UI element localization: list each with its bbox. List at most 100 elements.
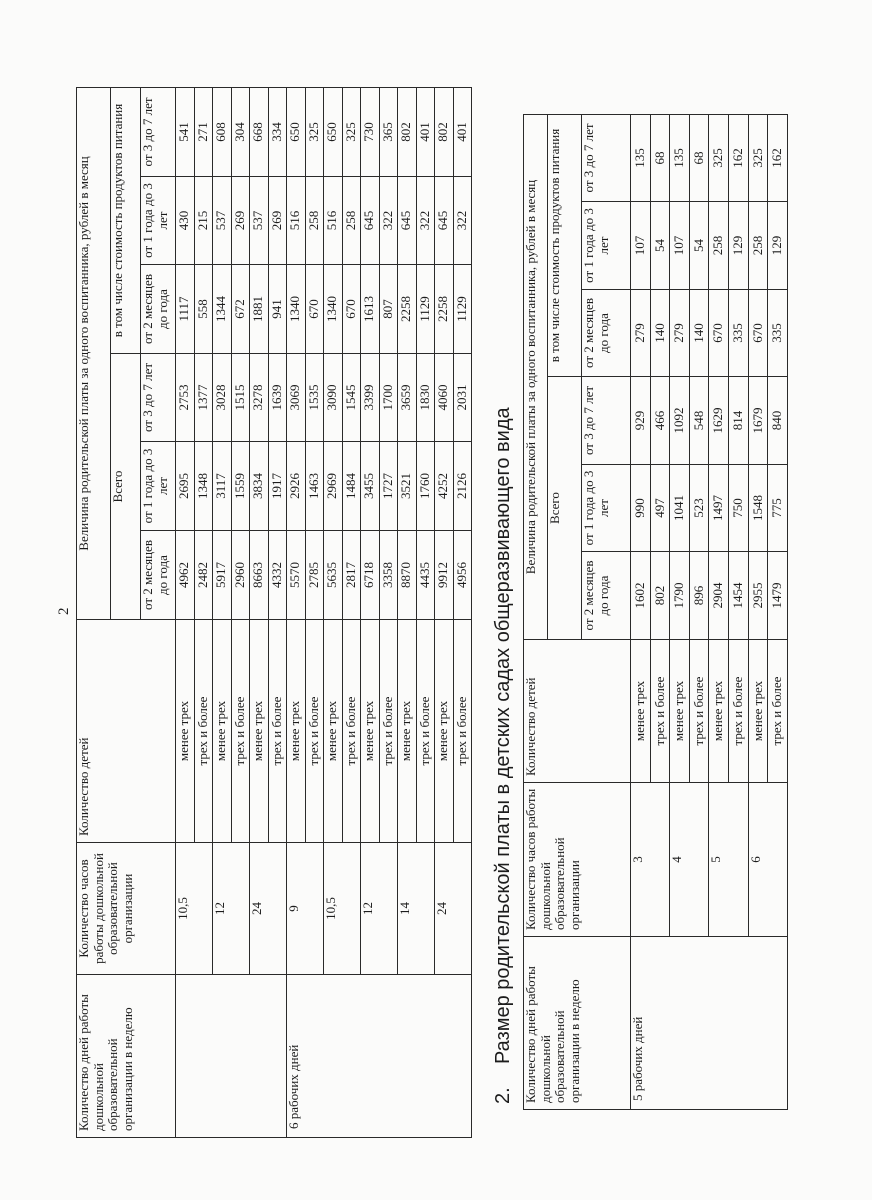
fee-value: 3028 [212, 353, 231, 442]
children-cell: менее трех [212, 619, 231, 843]
fee-value: 2031 [453, 353, 472, 442]
section-heading: 2. Размер родительской платы в детских са… [492, 407, 515, 1104]
fee-value: 430 [175, 176, 194, 265]
fee-value: 650 [323, 87, 342, 177]
table-row: 10,5 менее трех 4962 2695 2753 1117 430 541 [175, 87, 287, 1138]
fee-value: 2817 [342, 530, 361, 620]
fee-value: 269 [268, 176, 287, 265]
children-cell: трех и более [767, 639, 788, 783]
children-cell: менее трех [434, 619, 453, 843]
fee-value: 466 [650, 376, 670, 465]
children-cell: менее трех [360, 619, 379, 843]
fee-value: 1484 [342, 441, 361, 531]
fee-value: 4252 [434, 441, 453, 531]
fee-value: 1129 [416, 264, 435, 354]
header-age: от 1 года до 3 лет [581, 464, 631, 552]
header-food: в том числе стоимость продуктов питания [547, 114, 582, 377]
fee-value: 775 [767, 464, 788, 552]
children-cell: трех и более [650, 639, 670, 783]
fee-value: 730 [360, 87, 379, 177]
fee-value: 1881 [249, 264, 268, 354]
fee-value: 215 [194, 176, 213, 265]
days-cell: 6 рабочих дней [286, 974, 472, 1138]
fee-value: 1092 [669, 376, 690, 465]
header-age: от 3 до 7 лет [140, 87, 176, 177]
fee-value: 941 [268, 264, 287, 354]
fee-value: 5635 [323, 530, 342, 620]
fee-value: 3455 [360, 441, 379, 531]
fee-value: 258 [305, 176, 324, 265]
fee-value: 3117 [212, 441, 231, 531]
header-age: от 1 года до 3 лет [140, 441, 176, 531]
fee-value: 1041 [669, 464, 690, 552]
fee-value: 6718 [360, 530, 379, 620]
children-cell: трех и более [231, 619, 250, 843]
fee-value: 3090 [323, 353, 342, 442]
fee-value: 670 [708, 289, 729, 377]
children-cell: трех и более [416, 619, 435, 843]
children-cell: трех и более [689, 639, 709, 783]
fee-value: 668 [249, 87, 268, 177]
fee-value: 645 [360, 176, 379, 265]
days-cell: 5 рабочих дней [630, 936, 788, 1110]
section-number: 2. [492, 1087, 514, 1104]
children-cell: менее трех [669, 639, 690, 783]
header-age: от 2 месяцев до года [581, 551, 631, 640]
fee-value: 54 [650, 201, 670, 290]
hours-cell: 10,5 [323, 842, 361, 975]
fee-value: 558 [194, 264, 213, 354]
fee-value: 4332 [268, 530, 287, 620]
fee-value: 3069 [286, 353, 305, 442]
days-cell [175, 974, 287, 1138]
fee-value: 401 [416, 87, 435, 177]
fee-value: 1454 [728, 551, 749, 640]
fee-value: 1377 [194, 353, 213, 442]
fee-value: 129 [728, 201, 749, 290]
fee-value: 107 [669, 201, 690, 290]
fee-value: 3834 [249, 441, 268, 531]
fee-value: 2960 [231, 530, 250, 620]
fee-value: 335 [728, 289, 749, 377]
fee-value: 140 [650, 289, 670, 377]
fee-value: 322 [416, 176, 435, 265]
fee-value: 2695 [175, 441, 194, 531]
fee-value: 365 [379, 87, 398, 177]
fee-value: 5917 [212, 530, 231, 620]
fee-value: 516 [323, 176, 342, 265]
fee-value: 325 [342, 87, 361, 177]
fee-value: 162 [767, 114, 788, 202]
header-age: от 1 года до 3 лет [581, 201, 631, 290]
fee-value: 1700 [379, 353, 398, 442]
fee-value: 4962 [175, 530, 194, 620]
header-age: от 2 месяцев до года [581, 289, 631, 377]
fee-value: 322 [453, 176, 472, 265]
fee-value: 1727 [379, 441, 398, 531]
fee-value: 1679 [748, 376, 768, 465]
fee-value: 497 [650, 464, 670, 552]
header-fee: Величина родительской платы за одного во… [76, 87, 111, 620]
header-age: от 1 года до 3 лет [140, 176, 176, 265]
hours-cell: 12 [212, 842, 250, 975]
children-cell: трех и более [379, 619, 398, 843]
fee-value: 537 [212, 176, 231, 265]
fee-value: 1344 [212, 264, 231, 354]
hours-cell: 5 [708, 782, 749, 937]
fee-value: 645 [397, 176, 416, 265]
fee-value: 2785 [305, 530, 324, 620]
fee-value: 2926 [286, 441, 305, 531]
section-title: Размер родительской платы в детских сада… [492, 407, 514, 1064]
fee-value: 750 [728, 464, 749, 552]
fee-value: 3521 [397, 441, 416, 531]
fee-value: 670 [748, 289, 768, 377]
fee-value: 335 [767, 289, 788, 377]
children-cell: трех и более [453, 619, 472, 843]
header-age: от 2 месяцев до года [140, 530, 176, 620]
fee-value: 68 [689, 114, 709, 202]
fee-value: 807 [379, 264, 398, 354]
fee-value: 814 [728, 376, 749, 465]
fee-value: 645 [434, 176, 453, 265]
children-cell: менее трех [397, 619, 416, 843]
header-children: Количество детей [523, 639, 631, 783]
fee-value: 929 [630, 376, 651, 465]
